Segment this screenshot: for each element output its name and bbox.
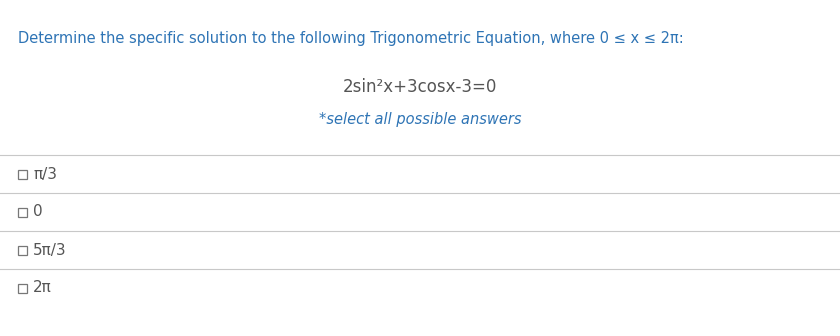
Bar <box>18 208 27 216</box>
Text: 2sin²x+3cosx-3=0: 2sin²x+3cosx-3=0 <box>343 78 497 96</box>
Text: Determine the specific solution to the following Trigonometric Equation, where 0: Determine the specific solution to the f… <box>18 31 684 46</box>
Bar <box>18 284 27 293</box>
Text: 0: 0 <box>33 205 43 219</box>
Bar <box>18 169 27 178</box>
Bar <box>18 246 27 254</box>
Text: π/3: π/3 <box>33 167 57 181</box>
Text: *select all possible answers: *select all possible answers <box>318 112 522 127</box>
Text: 2π: 2π <box>33 281 52 295</box>
Text: 5π/3: 5π/3 <box>33 243 66 257</box>
